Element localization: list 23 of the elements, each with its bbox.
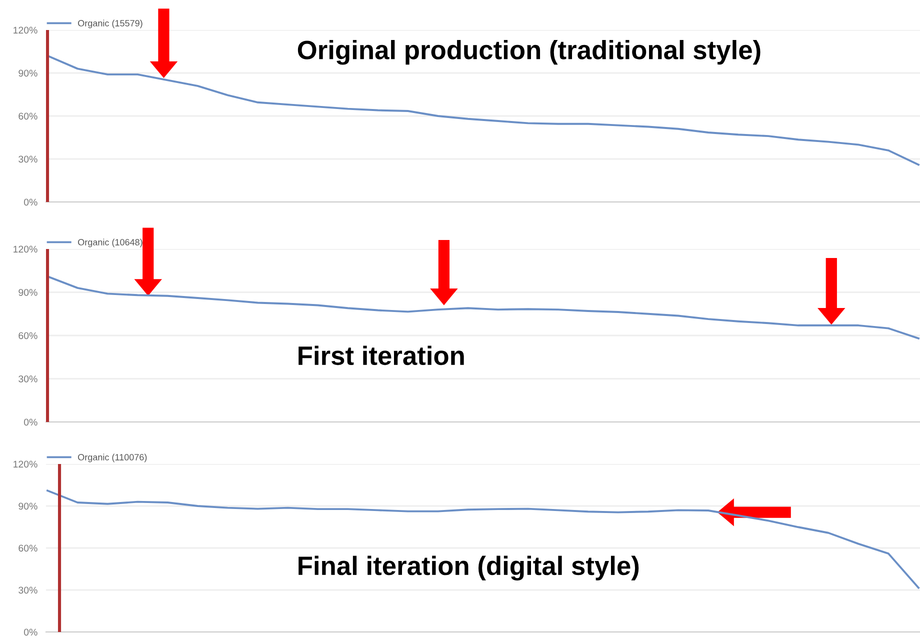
y-tick-label: 120% [14, 460, 38, 468]
text: Final iteration (digital style) [298, 556, 639, 581]
y-tick-label: 90% [18, 288, 38, 296]
y-tick-label: 30% [18, 586, 38, 594]
text: First iteration [298, 346, 464, 366]
chart-title: Original production (traditional style) [298, 40, 760, 65]
y-tick-label: 0% [24, 418, 38, 426]
y-tick-label: 60% [18, 544, 38, 552]
text: Organic (10648) [78, 238, 142, 248]
y-tick-label: 30% [18, 156, 38, 163]
y-tick-label: 60% [18, 112, 38, 120]
y-tick-label: 120% [14, 246, 38, 253]
line-series [46, 275, 920, 340]
y-tick-label: 30% [18, 375, 38, 382]
y-tick-label: 0% [24, 198, 38, 206]
text: Organic (15579) [78, 20, 142, 28]
y-tick-label: 120% [14, 26, 38, 34]
y-tick-label: 90% [18, 502, 38, 510]
y-tick-label: 60% [18, 332, 38, 340]
y-tick-label: 0% [24, 628, 38, 636]
y-tick-label: 90% [18, 70, 38, 77]
line-series [46, 490, 920, 589]
text: Organic (110076) [78, 454, 147, 462]
